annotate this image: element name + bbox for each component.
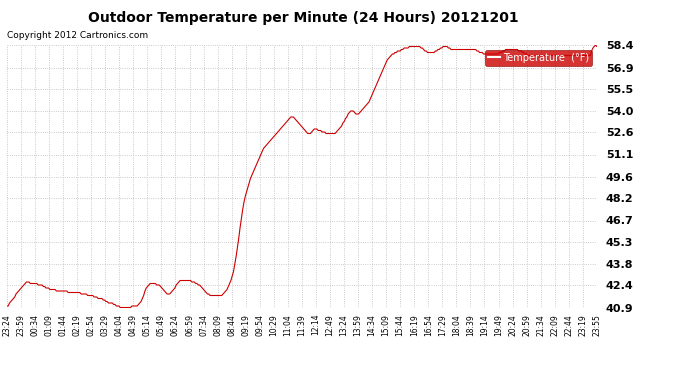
Text: Outdoor Temperature per Minute (24 Hours) 20121201: Outdoor Temperature per Minute (24 Hours…	[88, 11, 519, 25]
Legend: Temperature  (°F): Temperature (°F)	[486, 50, 592, 66]
Text: Copyright 2012 Cartronics.com: Copyright 2012 Cartronics.com	[7, 31, 148, 40]
